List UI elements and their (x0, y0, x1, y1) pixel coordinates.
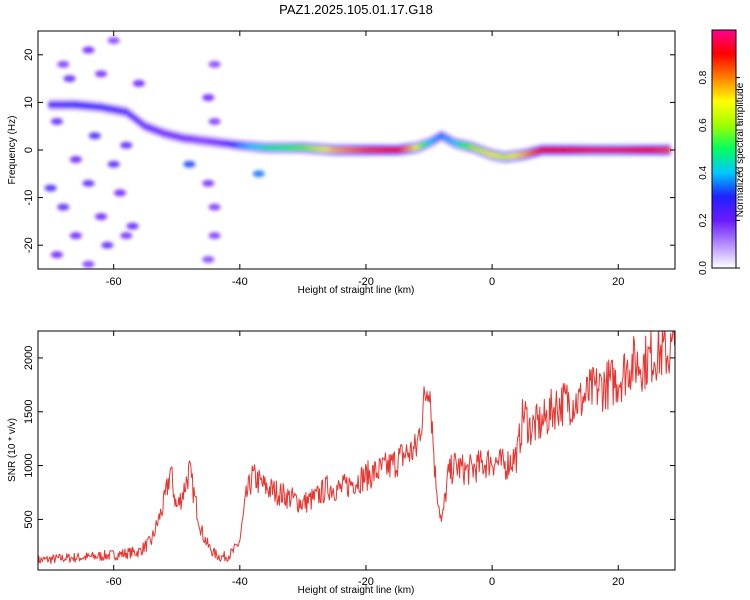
spectral-ridge-core (666, 147, 672, 153)
x-tick-label: 20 (612, 276, 624, 288)
snr-plot-area (38, 331, 675, 570)
snr-y-label: SNR (10 * v/v) (7, 418, 18, 482)
spectrogram-y-ticks: 20 10 0 -10 -20 (23, 49, 675, 253)
spectrogram-x-label: Height of straight line (km) (298, 285, 415, 296)
colorbar-tick-label: 0.4 (698, 165, 709, 179)
spectral-noise-blob (208, 232, 221, 240)
spectral-noise-blob (202, 179, 215, 187)
spectrogram-x-ticks: -60 -40 -20 0 20 (106, 31, 624, 288)
spectral-noise-blob (69, 156, 82, 164)
x-tick-label: -60 (106, 276, 122, 288)
y-tick-label: -10 (23, 190, 35, 206)
y-tick-label: 20 (23, 49, 35, 61)
spectral-noise-blob (88, 132, 101, 140)
spectral-noise-blob (107, 37, 120, 45)
colorbar-tick-label: 0.2 (698, 213, 709, 227)
snr-y-ticks: 500 1000 1500 2000 (23, 346, 675, 529)
snr-series-line (38, 331, 675, 566)
colorbar-tick-label: 0.6 (698, 118, 709, 132)
spectral-noise-blob (63, 75, 76, 83)
snr-frame (37, 330, 676, 571)
spectral-noise-blob (57, 60, 70, 68)
spectral-noise-blob (120, 141, 133, 149)
colorbar-bar (711, 29, 737, 269)
spectral-noise-blob (126, 222, 139, 230)
spectral-noise-blob (183, 160, 196, 168)
spectral-noise-blob (69, 232, 82, 240)
spectral-noise-blob (57, 203, 70, 211)
y-tick-label: 1500 (23, 400, 35, 424)
y-tick-label: 1000 (23, 453, 35, 477)
colorbar-tick-label: 0.0 (698, 261, 709, 275)
x-tick-label: -40 (232, 276, 248, 288)
spectral-noise-blob (82, 260, 95, 268)
y-tick-label: -20 (23, 237, 35, 253)
snr-panel: -60 -40 -20 0 20 500 1000 1500 2000 Height of s… (7, 330, 676, 596)
spectral-noise-blob (44, 184, 57, 192)
spectral-noise-blob (120, 232, 133, 240)
colorbar-tick-label: 0.8 (698, 70, 709, 84)
x-tick-label: 0 (489, 276, 495, 288)
x-tick-label: -40 (232, 576, 248, 588)
spectral-noise-blob (208, 60, 221, 68)
colorbar-ticks: 0.0 0.2 0.4 0.6 0.8 (698, 70, 740, 275)
x-tick-label: 0 (489, 576, 495, 588)
spectral-noise-blob (113, 189, 126, 197)
spectral-noise-blob (202, 255, 215, 263)
spectral-noise-blob (208, 117, 221, 125)
spectral-noise-blob (107, 160, 120, 168)
spectral-noise-blob (82, 179, 95, 187)
x-tick-label: -60 (106, 576, 122, 588)
spectral-noise-blob (50, 117, 63, 125)
x-tick-label: 20 (612, 576, 624, 588)
x-tick-label: -20 (358, 276, 374, 288)
snr-x-ticks: -60 -40 -20 0 20 (106, 331, 624, 588)
spectral-noise-blob (208, 203, 221, 211)
snr-x-label: Height of straight line (km) (298, 585, 415, 596)
spectral-noise-blob (95, 213, 108, 221)
spectral-noise-blob (82, 46, 95, 54)
colorbar-label: Normalized spectral amplitude (735, 82, 746, 217)
spectrogram-heat-layer (44, 37, 672, 268)
y-tick-label: 500 (23, 510, 35, 528)
spectral-noise-blob (50, 251, 63, 259)
spectral-noise-blob (95, 70, 108, 78)
spectral-noise-blob (101, 241, 114, 249)
x-tick-label: -20 (358, 576, 374, 588)
spectrogram-y-label: Frequency (Hz) (7, 116, 18, 185)
y-tick-label: 2000 (23, 346, 35, 370)
spectral-noise-blob (202, 94, 215, 102)
y-tick-label: 0 (23, 147, 35, 153)
figure-title: PAZ1.2025.105.01.17.G18 (279, 2, 433, 17)
spectral-noise-blob (252, 170, 265, 178)
y-tick-label: 10 (23, 96, 35, 108)
spectrogram-panel: -60 -40 -20 0 20 20 10 0 -10 -20 Height of strai… (7, 30, 676, 296)
colorbar: 0.0 0.2 0.4 0.6 0.8 Normalized spectral ampl… (698, 29, 746, 275)
spectral-noise-blob (132, 79, 145, 87)
